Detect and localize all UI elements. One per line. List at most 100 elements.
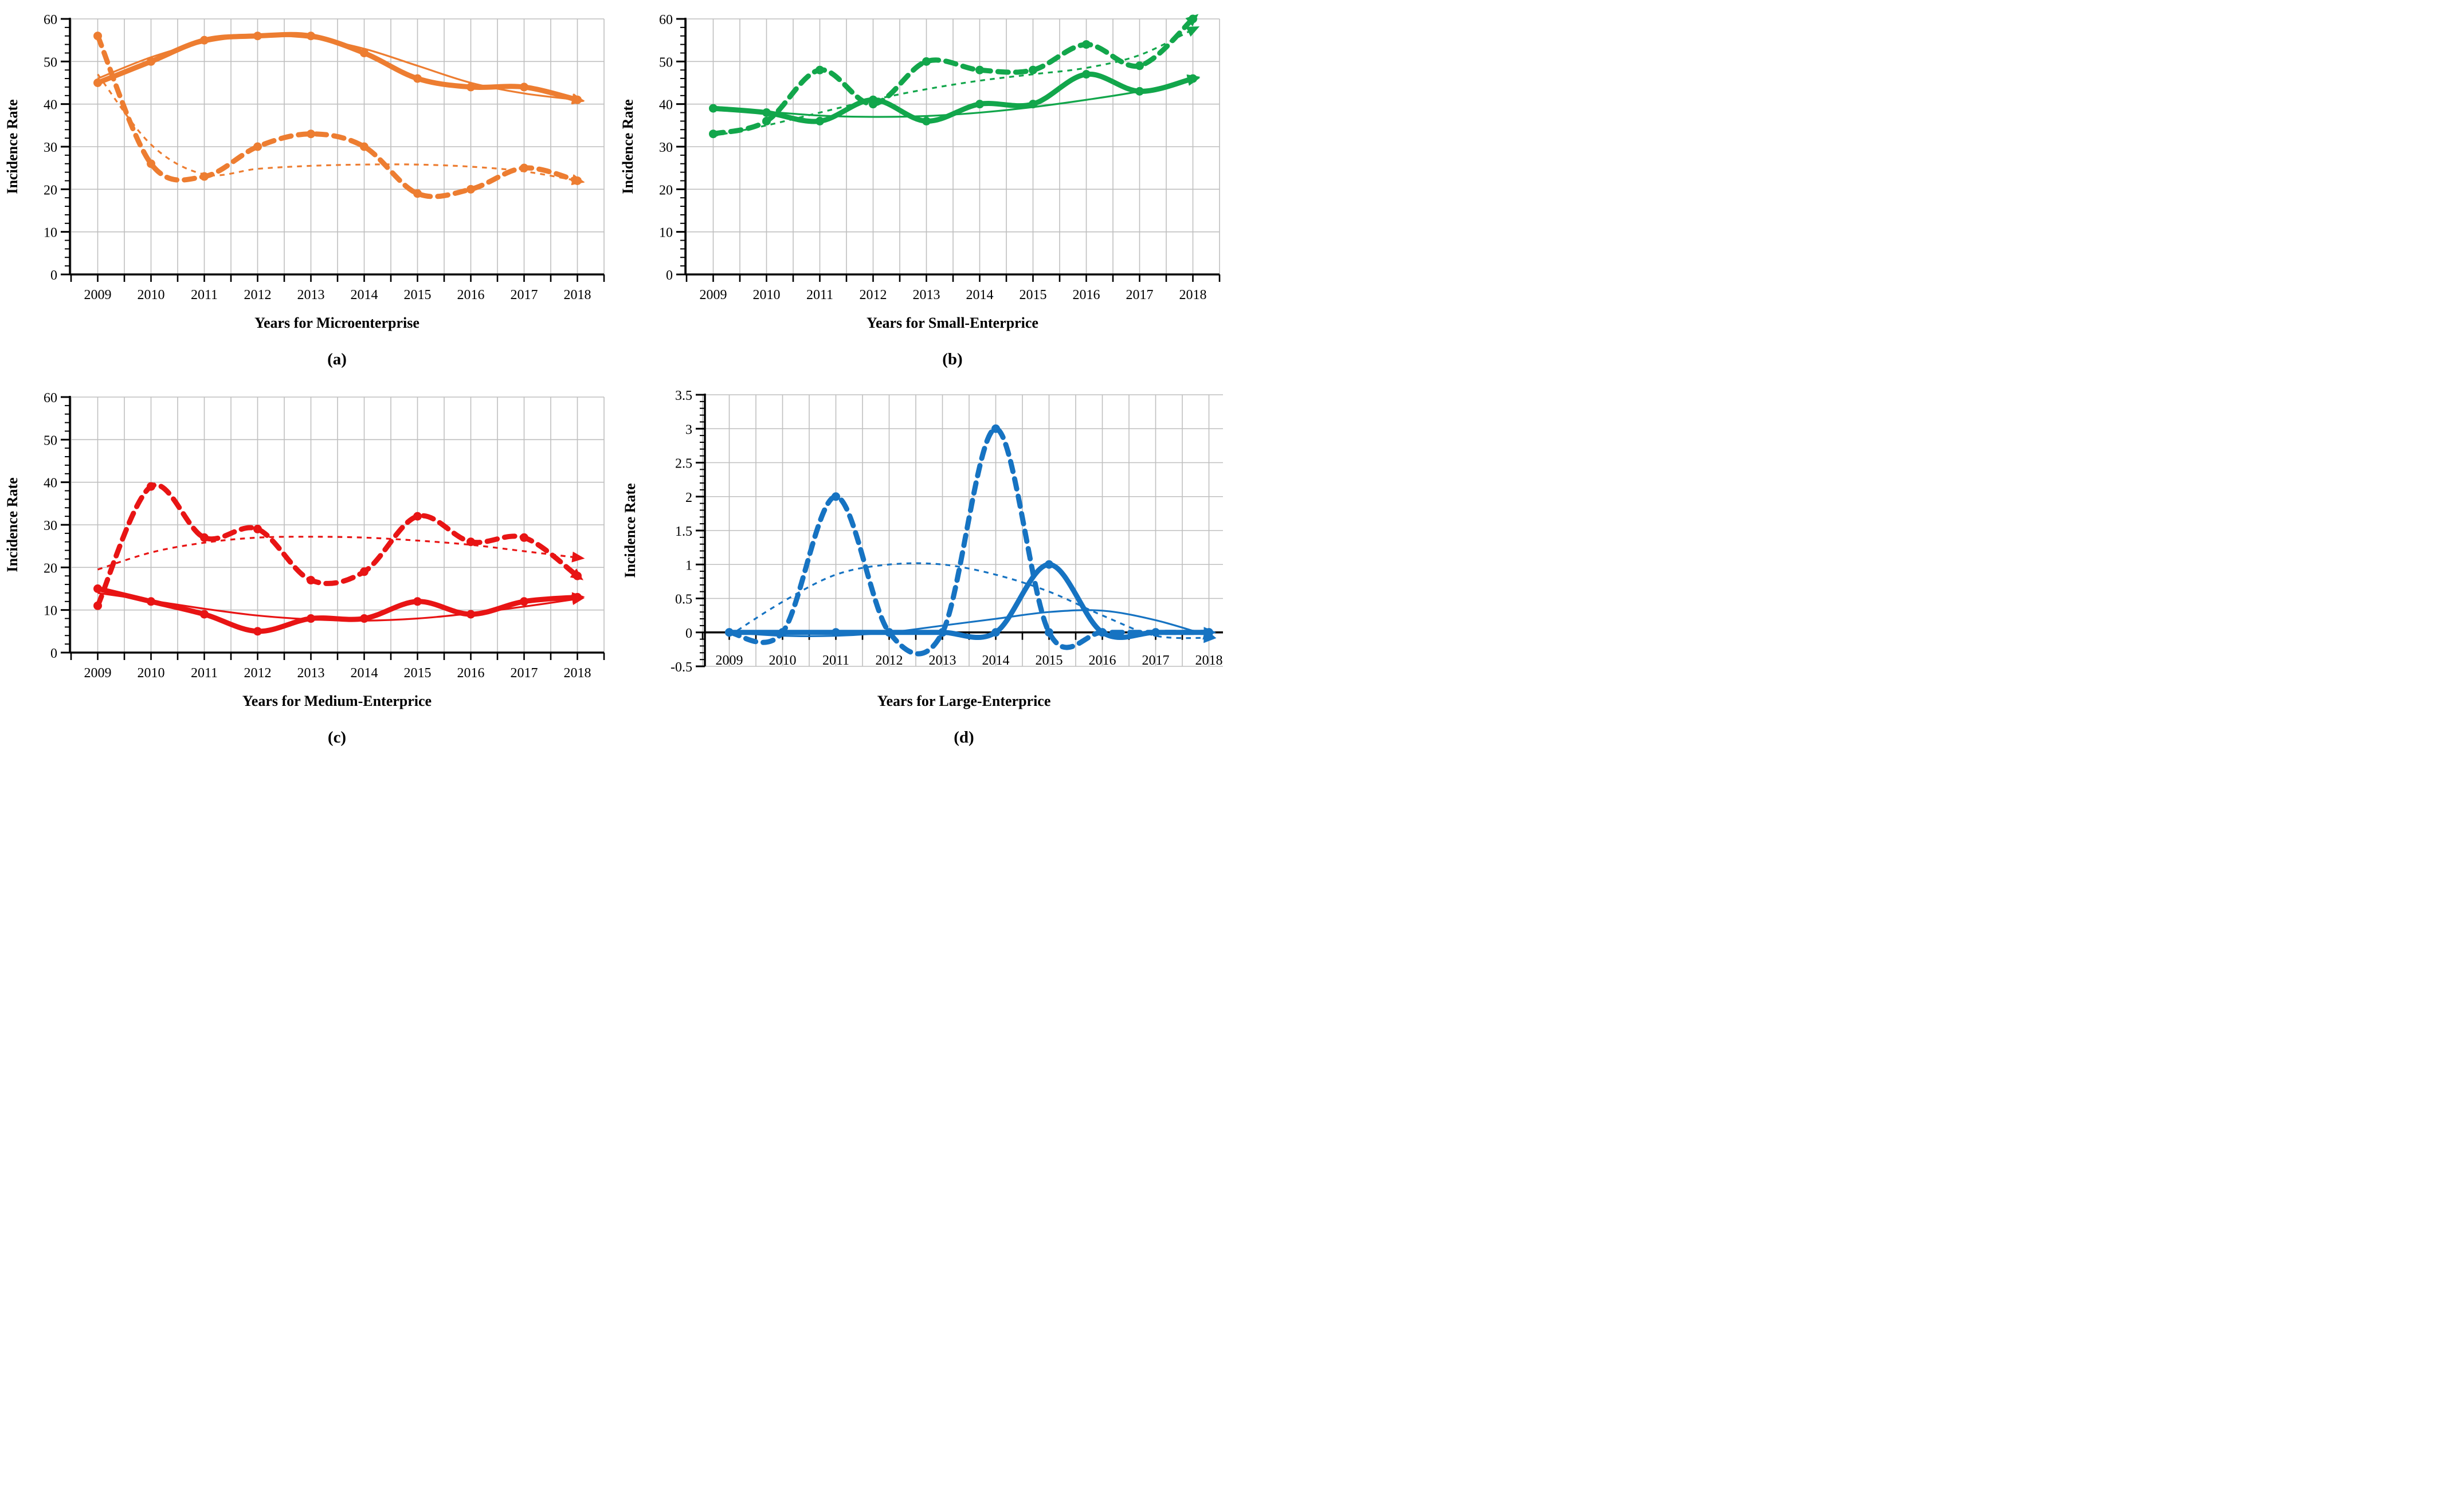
y-axis-title: Incidence Rate bbox=[4, 477, 21, 572]
series-solid-with-markers-path bbox=[711, 71, 1195, 124]
y-tick-label: 40 bbox=[44, 98, 57, 113]
figure-panel: 0 10 20 30 40 50 60 2009 2010 2011 2012 2013 2014 201… bbox=[0, 0, 1231, 756]
series-solid-with-markers-marker bbox=[360, 48, 368, 57]
chart-c-panel: 0 10 20 30 40 50 60 2009 2010 2011 2012 2013 2014 201… bbox=[0, 378, 616, 756]
y-tick-label: 30 bbox=[44, 140, 57, 155]
y-tick-label: 30 bbox=[44, 519, 57, 533]
x-tick-label: 2016 bbox=[1089, 653, 1116, 668]
series-solid-with-markers-marker bbox=[253, 627, 262, 636]
series-solid-with-markers-marker bbox=[778, 628, 787, 637]
x-tick-label: 2010 bbox=[138, 666, 165, 681]
series-dashed-with-markers-path bbox=[95, 482, 580, 608]
series-dashed-with-markers-marker bbox=[147, 159, 155, 168]
chart-a-canvas: 0 10 20 30 40 50 60 2009 2010 2011 2012 2013 2014 201… bbox=[4, 13, 605, 368]
series-dashed-with-markers-marker bbox=[709, 129, 718, 139]
y-tick-label: 40 bbox=[659, 98, 673, 113]
x-tick-label: 2017 bbox=[1142, 653, 1170, 668]
y-tick-label: 1.5 bbox=[675, 524, 692, 539]
y-tick-label: 0.5 bbox=[675, 592, 692, 607]
x-tick-label: 2010 bbox=[753, 288, 781, 303]
series-dashed-with-markers-marker bbox=[816, 65, 824, 74]
x-tick-label: 2016 bbox=[457, 288, 485, 303]
y-tick-label: 0 bbox=[50, 268, 57, 283]
chart-b-panel: 0 10 20 30 40 50 60 2009 2010 2011 2012 2013 2014 201… bbox=[616, 0, 1231, 378]
y-tick-label: 20 bbox=[44, 561, 57, 576]
x-tick-label: 2012 bbox=[244, 666, 272, 681]
chart-d-plot: -0.5 0 0.5 1 1.5 2 2.5 3 3.5 2009 2010 2011 2012 2013… bbox=[671, 388, 1223, 675]
series-dashed-with-markers-path bbox=[95, 33, 580, 199]
y-tick-label: 0 bbox=[685, 626, 692, 641]
y-tick-label: 60 bbox=[44, 391, 57, 406]
series-dashed-with-markers-marker bbox=[253, 142, 262, 151]
series-solid-with-markers-marker bbox=[466, 83, 475, 92]
series-dashed-with-markers-marker bbox=[975, 65, 984, 74]
series-solid-with-markers-marker bbox=[520, 597, 528, 606]
series-solid-with-markers-marker bbox=[725, 628, 734, 637]
series-solid-with-markers-marker bbox=[885, 628, 893, 637]
series-solid-with-markers-marker bbox=[938, 628, 947, 637]
x-tick-label: 2012 bbox=[244, 288, 272, 303]
x-tick-label: 2011 bbox=[822, 653, 849, 668]
x-tick-label: 2015 bbox=[404, 288, 432, 303]
series-solid-with-markers-marker bbox=[307, 32, 315, 41]
x-axis-title: Years for Large-Enterprice bbox=[877, 693, 1051, 709]
series-solid-with-markers-marker bbox=[1189, 74, 1197, 83]
series-solid-with-markers-marker bbox=[1082, 70, 1091, 79]
series-solid-with-markers-marker bbox=[93, 584, 102, 593]
series-dashed-with-markers-marker bbox=[466, 184, 475, 194]
x-tick-label: 2015 bbox=[404, 666, 432, 681]
series-trend-dashed-path bbox=[97, 73, 578, 182]
chart-d-canvas: -0.5 0 0.5 1 1.5 2 2.5 3 3.5 2009 2010 2011 2012 2013… bbox=[622, 388, 1223, 747]
series-solid-with-markers-marker bbox=[413, 597, 422, 606]
series-solid-with-markers-marker bbox=[253, 32, 262, 41]
y-axis-title: Incidence Rate bbox=[620, 99, 636, 194]
series-solid-with-markers-marker bbox=[93, 78, 102, 87]
y-tick-label: 20 bbox=[659, 183, 673, 198]
y-tick-label: 10 bbox=[44, 604, 57, 619]
y-tick-label: 50 bbox=[659, 55, 673, 70]
x-tick-label: 2009 bbox=[716, 653, 743, 668]
chart-caption: (b) bbox=[942, 350, 962, 368]
series-solid-with-markers-path bbox=[727, 561, 1212, 640]
x-tick-label: 2018 bbox=[1195, 653, 1223, 668]
x-tick-label: 2017 bbox=[511, 666, 538, 681]
y-tick-label: 2.5 bbox=[675, 457, 692, 472]
y-axis-title: Incidence Rate bbox=[4, 99, 21, 194]
series-solid-with-markers-marker bbox=[1029, 100, 1037, 109]
x-tick-label: 2014 bbox=[966, 288, 994, 303]
chart-d-panel: -0.5 0 0.5 1 1.5 2 2.5 3 3.5 2009 2010 2011 2012 2013… bbox=[616, 378, 1231, 756]
x-tick-label: 2009 bbox=[84, 288, 112, 303]
series-dashed-with-markers-path bbox=[711, 16, 1195, 137]
x-axis-title: Years for Microenterprise bbox=[254, 315, 420, 331]
x-tick-label: 2014 bbox=[982, 653, 1010, 668]
series-dashed-with-markers-marker bbox=[93, 32, 102, 41]
chart-b-plot: 0 10 20 30 40 50 60 2009 2010 2011 2012 2013 2014 201… bbox=[659, 13, 1221, 303]
series-dashed-with-markers-marker bbox=[1189, 14, 1197, 23]
x-tick-label: 2016 bbox=[457, 666, 485, 681]
series-solid-with-markers-marker bbox=[200, 36, 209, 45]
x-axis-title: Years for Medium-Enterprice bbox=[242, 693, 432, 709]
x-tick-label: 2013 bbox=[913, 288, 940, 303]
x-tick-label: 2013 bbox=[929, 653, 956, 668]
x-tick-label: 2017 bbox=[511, 288, 538, 303]
series-dashed-with-markers-marker bbox=[147, 482, 155, 491]
series-trend-dashed-path bbox=[97, 536, 578, 571]
x-tick-label: 2014 bbox=[351, 666, 378, 681]
chart-c-plot: 0 10 20 30 40 50 60 2009 2010 2011 2012 2013 2014 201… bbox=[44, 391, 605, 681]
chart-caption: (c) bbox=[328, 728, 346, 747]
series-solid-with-markers-marker bbox=[466, 610, 475, 619]
y-tick-label: 0 bbox=[666, 268, 673, 283]
series-dashed-with-markers-marker bbox=[832, 492, 840, 501]
x-tick-label: 2013 bbox=[297, 666, 325, 681]
series-trend-dashed-arrow bbox=[571, 551, 585, 563]
y-tick-label: -0.5 bbox=[671, 660, 692, 675]
x-tick-label: 2013 bbox=[297, 288, 325, 303]
series-dashed-with-markers-marker bbox=[466, 537, 475, 547]
series-solid-with-markers-marker bbox=[360, 614, 368, 623]
series-dashed-with-markers-marker bbox=[1135, 61, 1144, 70]
series-trend-dashed-arrow bbox=[1186, 26, 1200, 37]
series-dashed-with-markers-marker bbox=[200, 533, 209, 542]
y-tick-label: 20 bbox=[44, 183, 57, 198]
y-tick-label: 10 bbox=[44, 226, 57, 241]
x-tick-label: 2009 bbox=[84, 666, 112, 681]
